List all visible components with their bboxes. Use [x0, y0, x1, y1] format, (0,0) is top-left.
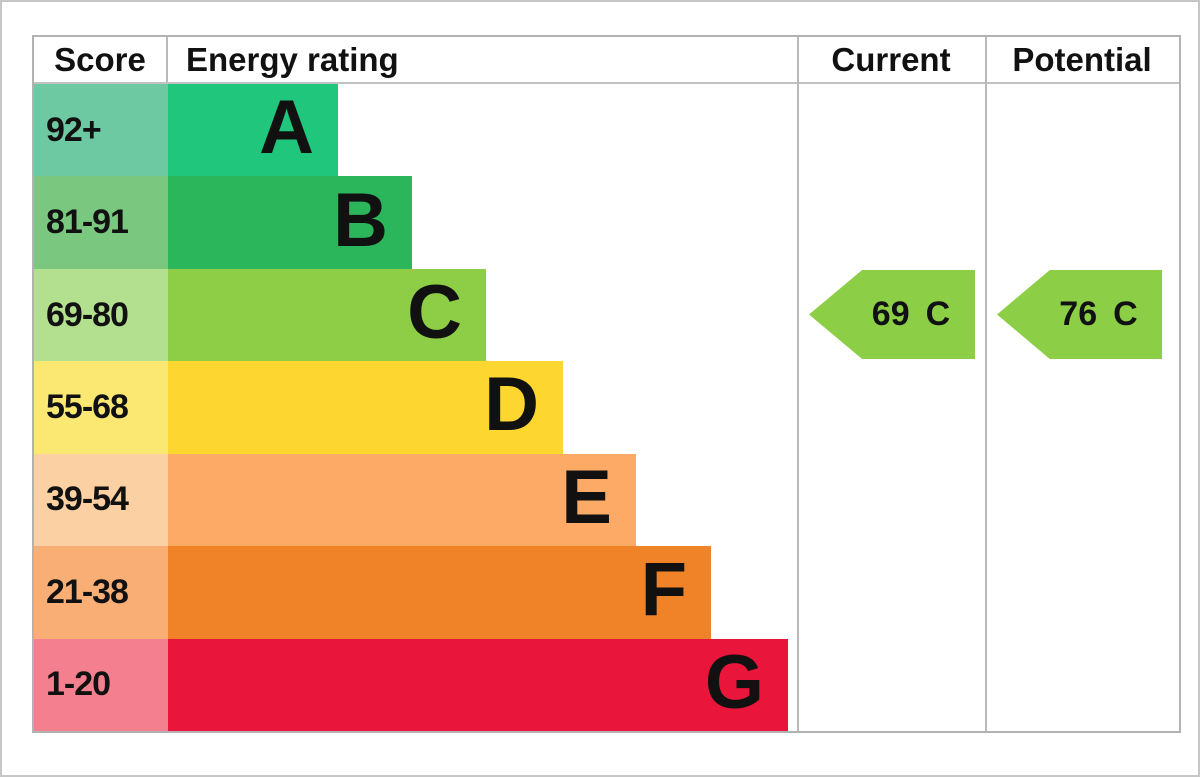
- band-letter: G: [704, 639, 764, 725]
- band-row-c: 69-80 C: [34, 268, 1179, 362]
- band-score-range: 55-68: [34, 361, 168, 454]
- band-bar: E: [168, 453, 636, 547]
- current-column-divider: [797, 37, 799, 731]
- band-row-g: 1-20 G: [34, 638, 1179, 731]
- band-row-a: 92+ A: [34, 84, 1179, 177]
- band-letter: E: [561, 454, 612, 540]
- band-bar: C: [168, 268, 486, 362]
- band-score-range: 39-54: [34, 453, 168, 547]
- epc-table: Score Energy rating Current Potential 92…: [32, 35, 1181, 733]
- current-band-letter: C: [925, 295, 951, 333]
- band-rows: 92+ A 81-91 B 69-80 C 55-68: [34, 84, 1179, 731]
- band-bar: D: [168, 361, 563, 454]
- band-score-range: 21-38: [34, 546, 168, 639]
- band-bar: G: [168, 638, 788, 731]
- band-score-range: 81-91: [34, 176, 168, 269]
- band-letter: D: [484, 362, 539, 448]
- band-letter: F: [640, 547, 687, 633]
- band-score-range: 69-80: [34, 268, 168, 362]
- band-score-range: 1-20: [34, 638, 168, 731]
- band-score-range: 92+: [34, 84, 168, 177]
- band-letter: B: [333, 177, 388, 263]
- column-header-energy-rating: Energy rating: [186, 40, 399, 78]
- column-header-score: Score: [34, 37, 168, 82]
- band-row-f: 21-38 F: [34, 546, 1179, 639]
- band-bar: B: [168, 176, 412, 269]
- potential-column-divider: [985, 37, 987, 731]
- band-bar: F: [168, 546, 711, 639]
- column-header-current: Current: [831, 40, 951, 78]
- band-letter: A: [259, 85, 314, 171]
- current-score-value: 69: [871, 295, 910, 333]
- potential-band-letter: C: [1113, 295, 1138, 333]
- band-letter: C: [407, 270, 462, 356]
- header-divider: [34, 82, 1179, 84]
- potential-score-value: 76: [1059, 295, 1098, 333]
- band-bar: A: [168, 84, 338, 177]
- band-row-e: 39-54 E: [34, 453, 1179, 547]
- band-row-d: 55-68 D: [34, 361, 1179, 454]
- band-row-b: 81-91 B: [34, 176, 1179, 269]
- column-header-potential: Potential: [1012, 40, 1152, 78]
